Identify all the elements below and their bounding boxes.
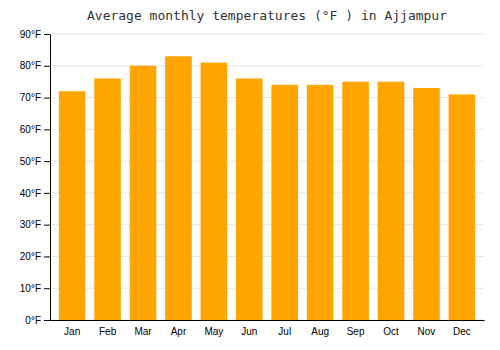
title: Average monthly temperatures (°F ) in Aj…: [87, 8, 447, 23]
tick-label: Nov: [418, 326, 436, 337]
tick: Apr: [171, 326, 187, 337]
tick-label: Jul: [278, 326, 291, 337]
tick: 60°F: [20, 124, 50, 135]
tick-label: 30°F: [20, 219, 41, 230]
bar: [413, 88, 440, 320]
tick: Aug: [311, 326, 329, 337]
tick-label: Apr: [171, 326, 187, 337]
tick-mark: [44, 129, 50, 130]
tick: 40°F: [20, 188, 50, 199]
tick-label: 40°F: [20, 188, 41, 199]
tick-mark: [44, 256, 50, 257]
tick: Oct: [383, 326, 399, 337]
tick-label: Sep: [347, 326, 365, 337]
tick-mark: [44, 66, 50, 67]
plot-area: [59, 56, 475, 320]
tick-mark: [44, 288, 50, 289]
tick: 70°F: [20, 92, 50, 103]
tick-label: 0°F: [25, 315, 41, 326]
tick-mark: [44, 34, 50, 35]
bar: [165, 56, 192, 320]
bar: [271, 85, 298, 320]
tick-label: 80°F: [20, 60, 41, 71]
tick-label: Feb: [99, 326, 117, 337]
tick: Jan: [64, 326, 80, 337]
tick-label: 60°F: [20, 124, 41, 135]
tick-label: 10°F: [20, 283, 41, 294]
y-axis: 0°F 10°F 20°F 30°F 40°F 50°F 60°F 70°F 80°F 90°F: [20, 29, 51, 326]
tick-label: Dec: [453, 326, 471, 337]
tick-mark: [44, 320, 50, 321]
tick-mark: [44, 98, 50, 99]
axis-line: [51, 320, 485, 321]
bar: [59, 91, 86, 320]
tick-label: 20°F: [20, 251, 41, 262]
tick-label: 70°F: [20, 92, 41, 103]
tick: 50°F: [20, 156, 50, 167]
bar: [449, 94, 476, 320]
bar: [342, 82, 369, 320]
tick: Jul: [278, 326, 291, 337]
tick: Dec: [453, 326, 471, 337]
tick-label: Jan: [64, 326, 80, 337]
tick: Mar: [134, 326, 152, 337]
bar: [307, 85, 334, 320]
tick-mark: [44, 225, 50, 226]
axis-line: [50, 35, 51, 321]
tick-label: Mar: [134, 326, 152, 337]
tick: May: [204, 326, 223, 337]
tick-label: 90°F: [20, 29, 41, 40]
tick: 20°F: [20, 251, 50, 262]
tick: Sep: [347, 326, 365, 337]
tick-mark: [44, 161, 50, 162]
tick-label: Jun: [241, 326, 257, 337]
tick: 90°F: [20, 29, 50, 40]
bar: [130, 66, 157, 320]
tick-mark: [44, 193, 50, 194]
tick: 10°F: [20, 283, 50, 294]
tick: 0°F: [25, 315, 50, 326]
tick: Jun: [241, 326, 257, 337]
tick: Nov: [418, 326, 436, 337]
chart: 0°F 10°F 20°F 30°F 40°F 50°F 60°F 70°F 80°F 90°F J…: [0, 0, 500, 350]
bar: [236, 78, 263, 320]
tick-label: May: [204, 326, 223, 337]
grid: [50, 34, 484, 320]
bar: [378, 82, 405, 320]
tick: Feb: [99, 326, 117, 337]
tick: 80°F: [20, 60, 50, 71]
tick-label: Oct: [383, 326, 399, 337]
grid-line: [50, 34, 484, 35]
bar: [201, 63, 228, 320]
x-axis: Jan Feb Mar Apr May Jun Jul Aug Sep Oct Nov Dec: [51, 321, 485, 338]
bar: [94, 78, 121, 320]
tick: 30°F: [20, 219, 50, 230]
tick-label: Aug: [311, 326, 329, 337]
tick-label: 50°F: [20, 156, 41, 167]
grid-line: [50, 65, 484, 66]
